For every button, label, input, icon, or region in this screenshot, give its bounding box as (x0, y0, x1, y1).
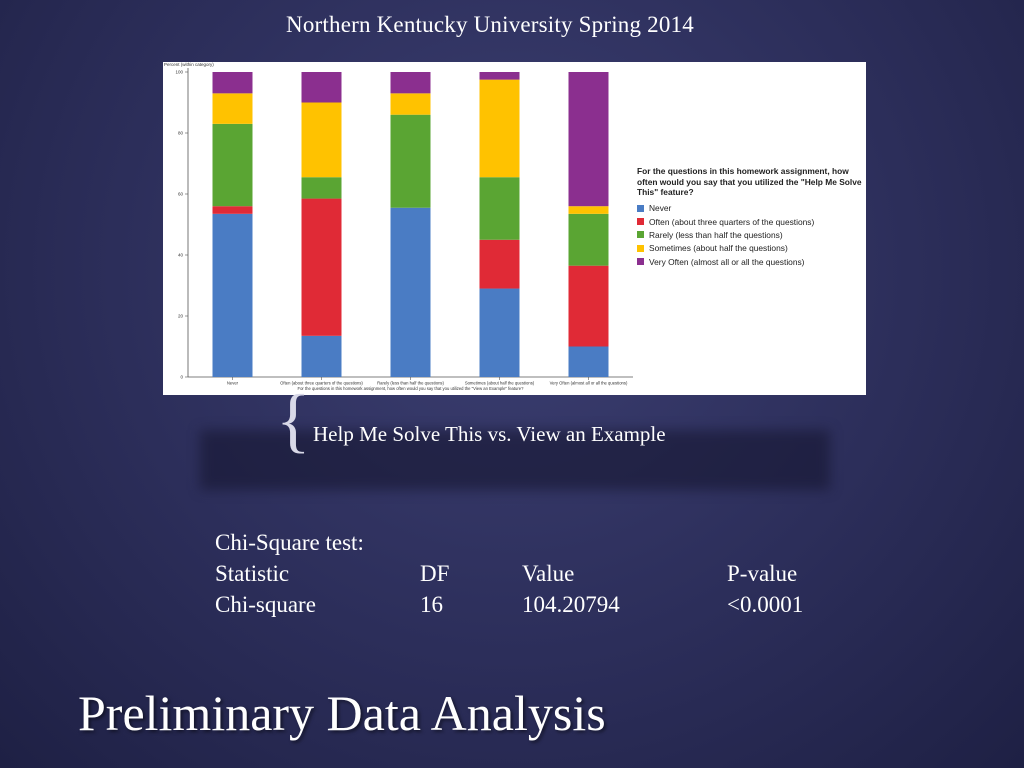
x-tick-label: Very Often (almost all or all the questi… (550, 381, 628, 386)
legend-swatch (637, 218, 644, 226)
bar-segment (212, 206, 253, 214)
bar-segment (390, 72, 431, 94)
bar-segment (301, 177, 342, 199)
legend-swatch (637, 244, 644, 252)
legend-label: Often (about three quarters of the quest… (649, 216, 815, 227)
legend-label: Sometimes (about half the questions) (649, 243, 788, 254)
bar-segment (301, 102, 342, 178)
bar-segment (479, 239, 520, 289)
bar-segment (568, 206, 609, 214)
bar-segment (212, 72, 253, 94)
bar-segment (390, 114, 431, 208)
stacked-bar-chart: Percent (within category) 0 20 40 60 80 100 Nev… (163, 62, 866, 395)
stats-col-value: Value (522, 561, 575, 586)
x-axis-label: For the questions in this homework assig… (298, 386, 525, 391)
bar-segment (568, 72, 609, 207)
x-tick-label: Rarely (less than half the questions) (377, 381, 444, 386)
bar-segment (212, 213, 253, 377)
y-tick-label: 20 (178, 314, 184, 319)
bar-segment (301, 72, 342, 103)
bar-segment (568, 265, 609, 347)
legend-title: For the questions in this homework assig… (637, 166, 862, 197)
bar-segment (390, 93, 431, 115)
stats-col-statistic: Statistic (215, 561, 290, 586)
legend-swatch (637, 258, 644, 266)
slide-subtitle: Help Me Solve This vs. View an Example (313, 422, 666, 446)
legend-item: Rarely (less than half the questions) (637, 228, 865, 241)
bar-segment (212, 123, 253, 207)
bar-segment (479, 288, 520, 377)
stats-statistic: Chi-square (215, 592, 316, 617)
y-tick-label: 40 (178, 253, 184, 258)
stats-value: 104.20794 (522, 592, 620, 617)
legend-label: Never (649, 203, 672, 214)
bar-segment (568, 346, 609, 377)
slide-header: Northern Kentucky University Spring 2014 (286, 12, 694, 37)
legend-label: Very Often (almost all or all the questi… (649, 256, 805, 267)
stats-col-pvalue: P-value (727, 561, 798, 586)
y-tick-label: 0 (180, 375, 183, 380)
stats-col-df: DF (420, 561, 450, 586)
x-tick-label: Sometimes (about half the questions) (465, 381, 535, 386)
legend-item: Very Often (almost all or all the questi… (637, 255, 865, 268)
bar-segment (212, 93, 253, 124)
y-tick-label: 100 (175, 70, 183, 75)
slide-title: Preliminary Data Analysis (78, 685, 606, 741)
bar-segment (568, 213, 609, 266)
chart-plot: Percent (within category) 0 20 40 60 80 100 Nev… (164, 62, 633, 391)
y-axis-label: Percent (within category) (164, 62, 214, 67)
stats-heading: Chi-Square test: (215, 530, 364, 555)
bar-segment (390, 207, 431, 377)
stats-pvalue: <0.0001 (727, 592, 804, 617)
bar-segment (301, 198, 342, 336)
bar-segment (301, 335, 342, 377)
legend-item: Sometimes (about half the questions) (637, 242, 865, 255)
bar-segment (479, 72, 520, 80)
legend-label: Rarely (less than half the questions) (649, 229, 783, 240)
y-tick-label: 80 (178, 131, 184, 136)
legend-swatch (637, 204, 644, 212)
bar-segment (479, 177, 520, 240)
legend-item: Often (about three quarters of the quest… (637, 215, 865, 228)
legend-swatch (637, 231, 644, 239)
bar-segment (479, 79, 520, 178)
y-tick-label: 60 (178, 192, 184, 197)
x-tick-label: Never (227, 381, 239, 386)
x-tick-label: Often (about three quarters of the quest… (280, 381, 363, 386)
subtitle-band (200, 430, 830, 490)
legend-item: Never (637, 202, 865, 215)
chart-legend: For the questions in this homework assig… (637, 166, 865, 268)
stats-df: 16 (420, 592, 443, 617)
brace-decoration: { (276, 380, 311, 460)
